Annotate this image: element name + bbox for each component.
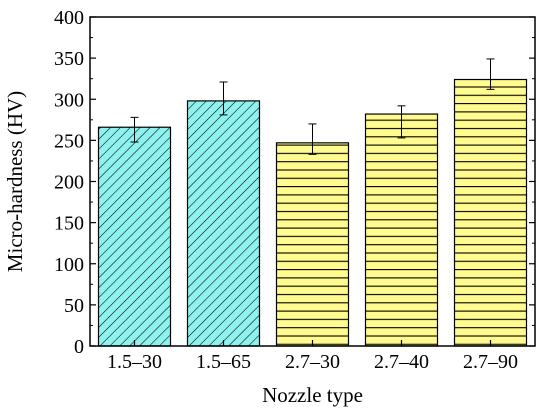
y-tick-label: 350 — [54, 48, 84, 70]
error-bars-layer — [130, 58, 495, 155]
bar-3 — [275, 142, 350, 347]
bar-1 — [97, 126, 172, 347]
error-bar-5 — [486, 58, 495, 90]
x-axis: 1.5–30 1.5–65 2.7–30 2.7–40 2.7–90 — [107, 340, 518, 373]
x-tick-label: 2.7–90 — [463, 351, 518, 373]
y-tick-label: 0 — [74, 336, 84, 358]
bars-layer — [97, 78, 528, 347]
y-axis-title: Micro-hardness (HV) — [3, 91, 27, 272]
error-bar-1 — [130, 116, 139, 143]
x-tick-label: 1.5–30 — [107, 351, 162, 373]
bar-5 — [453, 78, 528, 347]
bar-outline — [186, 100, 261, 347]
bar-outline — [97, 126, 172, 347]
y-tick-label: 150 — [54, 213, 84, 235]
error-bar-3 — [308, 123, 317, 155]
bar-outline — [364, 113, 439, 347]
bar-4 — [364, 113, 439, 347]
y-tick-label: 250 — [54, 130, 84, 152]
y-tick-label: 400 — [54, 7, 84, 29]
bar-outline — [453, 78, 528, 347]
x-tick-label: 1.5–65 — [196, 351, 251, 373]
y-tick-label: 50 — [64, 295, 84, 317]
bar-2 — [186, 100, 261, 347]
y-tick-label: 200 — [54, 172, 84, 194]
y-tick-label: 100 — [54, 254, 84, 276]
x-tick-label: 2.7–40 — [374, 351, 429, 373]
x-axis-title: Nozzle type — [262, 383, 363, 407]
x-tick-label: 2.7–30 — [285, 351, 340, 373]
error-bar-2 — [219, 81, 228, 116]
y-axis: 0 50 100 150 200 250 300 350 400 — [54, 7, 535, 358]
error-bar-4 — [397, 105, 406, 139]
y-tick-label: 300 — [54, 89, 84, 111]
bar-outline — [275, 142, 350, 347]
